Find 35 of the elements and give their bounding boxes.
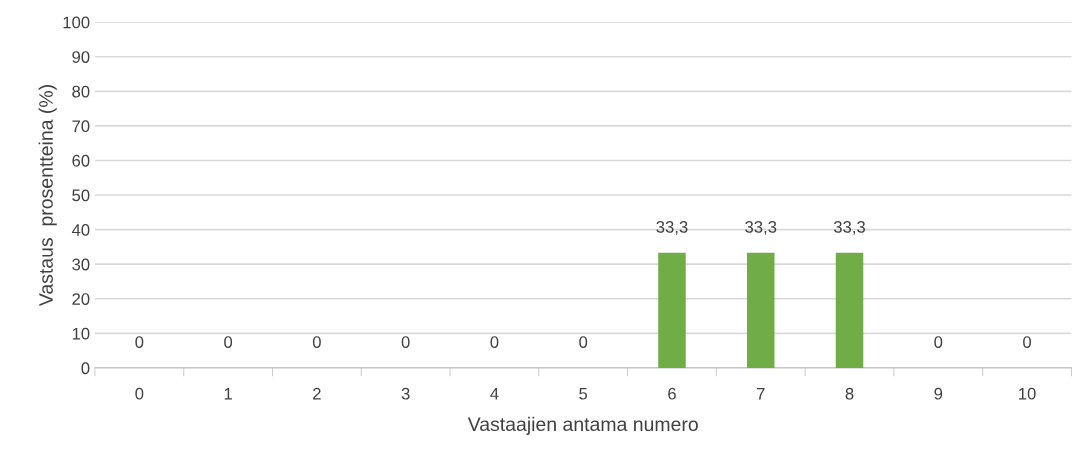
data-label: 0 [490, 336, 499, 348]
y-tick-label: 60 [72, 154, 90, 167]
y-tick-label: 80 [72, 85, 90, 98]
y-tick-label: 30 [72, 258, 90, 271]
x-tick-label: 0 [135, 387, 144, 400]
data-label: 0 [224, 336, 233, 348]
y-tick-label: 20 [72, 293, 90, 305]
x-tick-label: 7 [756, 387, 765, 400]
y-tick-label: 90 [72, 51, 90, 63]
y-axis-title: Vastaus prosentteina (%) [38, 85, 57, 307]
x-tick-label: 5 [579, 387, 588, 400]
x-axis-title: Vastaajien antama numero [467, 416, 698, 435]
data-label: 33,3 [745, 221, 777, 235]
x-tick-label: 6 [668, 387, 676, 400]
x-tick-label: 8 [845, 387, 854, 400]
y-tick-label: 70 [72, 120, 90, 133]
y-tick-label: 100 [63, 16, 90, 29]
x-tick-label: 10 [1019, 387, 1036, 400]
data-label: 0 [401, 336, 410, 348]
data-label: 33,3 [833, 221, 865, 235]
y-tick-label: 50 [72, 189, 90, 202]
x-tick-label: 4 [490, 387, 499, 400]
data-label: 0 [579, 336, 588, 348]
x-tick-label: 3 [401, 387, 410, 400]
y-tick-label: 10 [72, 327, 90, 340]
data-label: 0 [934, 336, 943, 348]
y-tick-label: 40 [71, 224, 90, 236]
data-label: 0 [1023, 336, 1032, 348]
x-tick-label: 2 [313, 387, 321, 400]
data-label: 0 [135, 336, 144, 348]
data-label: 0 [312, 336, 321, 348]
y-tick-label: 0 [81, 362, 90, 375]
x-tick-label: 9 [934, 387, 943, 400]
data-label: 33,3 [656, 221, 688, 235]
x-tick-label: 1 [224, 387, 232, 400]
